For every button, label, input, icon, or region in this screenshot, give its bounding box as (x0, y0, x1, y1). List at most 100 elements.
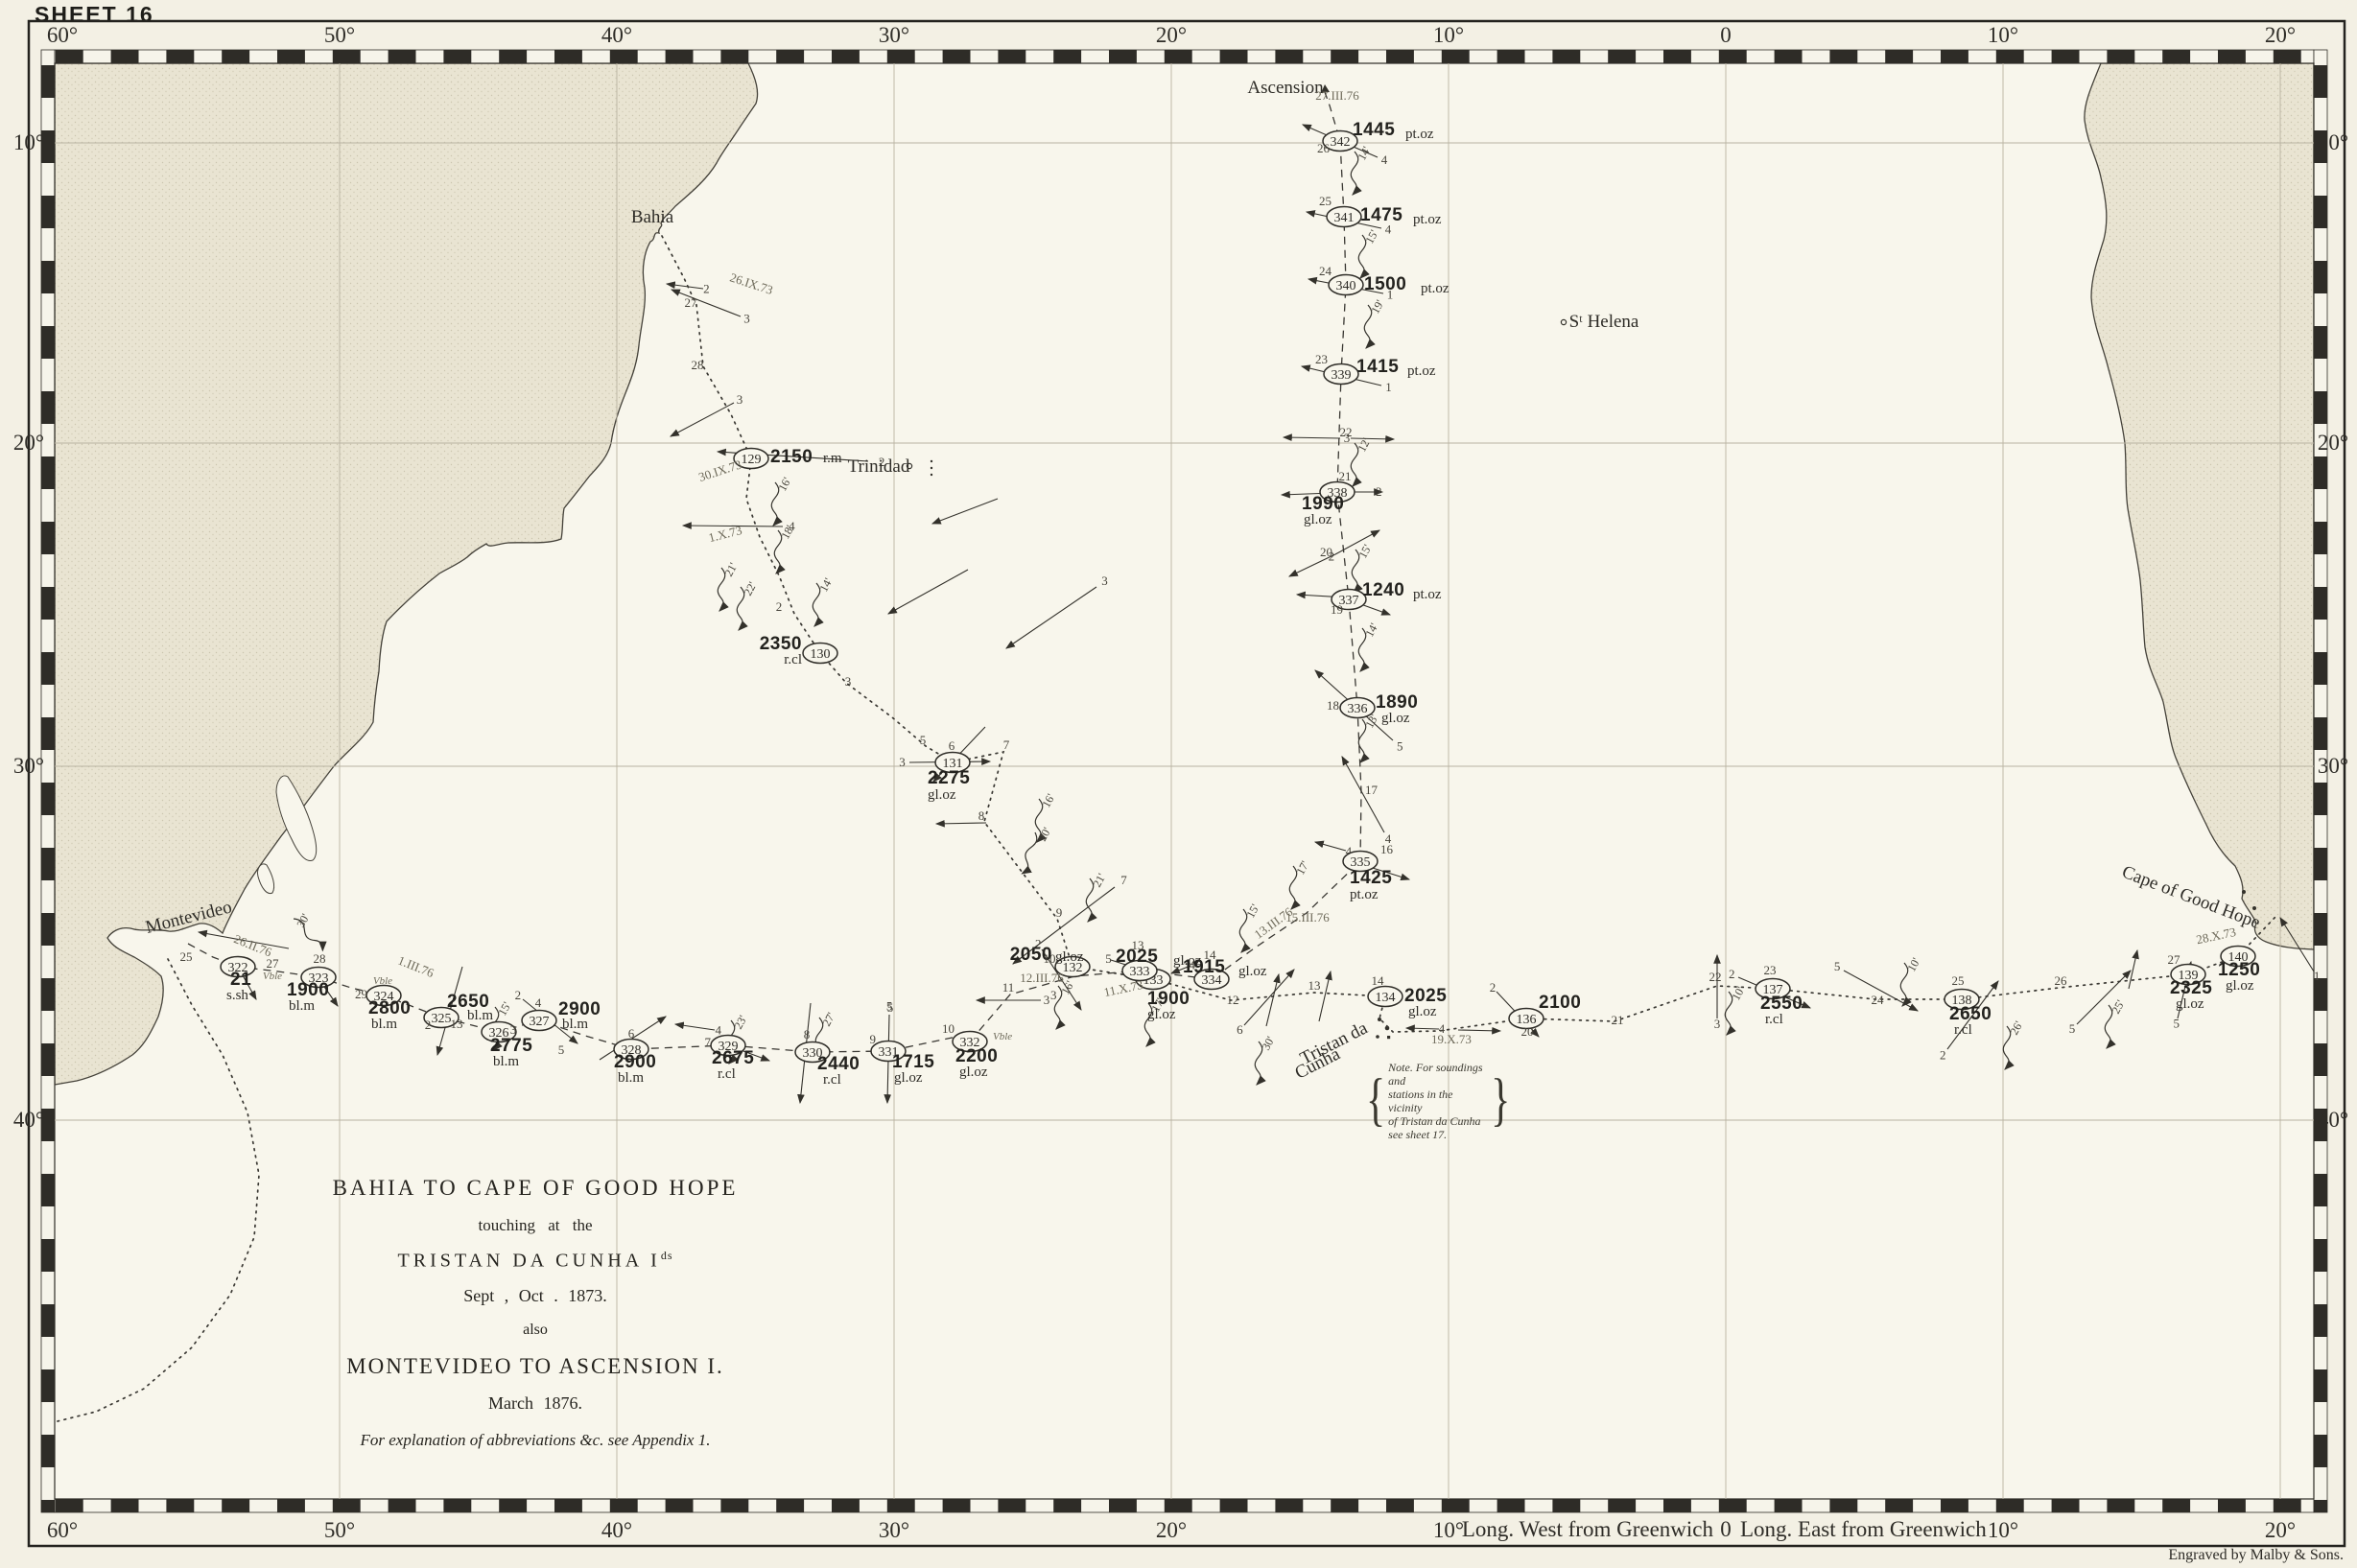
label-2025: 2025 (1116, 947, 1158, 967)
label-23: 23 (1315, 352, 1328, 366)
squiggle-label: 15' (1355, 542, 1374, 560)
current-arrow (1318, 970, 1332, 1022)
current-arrow (670, 289, 742, 317)
label-22: 22 (1709, 970, 1722, 984)
label-16: 16 (1380, 842, 1394, 856)
label-26: 26 (2055, 973, 2068, 988)
label-27: 27 (2168, 952, 2181, 967)
current-squiggle (1238, 908, 1251, 953)
label-1415: 1415 (1356, 357, 1399, 377)
station-circle-130 (802, 642, 838, 665)
station-number-137: 137 (1763, 983, 1783, 997)
label-2650: 2650 (1949, 1004, 1992, 1024)
sheet-number: SHEET 16 (35, 2, 154, 27)
label-1990: 1990 (1302, 494, 1344, 514)
squiggle-label: 27' (819, 1010, 837, 1028)
label-Bahia: Bahia (631, 207, 674, 227)
current-squiggle (1351, 549, 1363, 594)
latitude-label-left: 40° (13, 1108, 44, 1132)
abbreviations-note: For explanation of abbreviations &c. see… (360, 1430, 711, 1449)
label-27: 27 (685, 295, 698, 310)
tristan-islet-icon (1378, 1018, 1381, 1021)
label-gl.oz: gl.oz (1055, 949, 1084, 965)
label-bl.m: bl.m (289, 998, 315, 1014)
station-circle-328 (613, 1038, 649, 1061)
current-speed-label: 1 (1387, 287, 1394, 301)
lagoa-dos-patos (275, 775, 318, 861)
station-number-322: 322 (228, 961, 248, 975)
label-2: 2 (425, 1018, 432, 1032)
squiggle-label: 26' (2007, 1018, 2025, 1037)
station-number-326: 326 (489, 1026, 509, 1041)
current-speed-label: 3 (737, 392, 743, 407)
label-bl.m: bl.m (618, 1070, 644, 1086)
label-27: 27 (267, 956, 280, 971)
label-21: 21 (1339, 469, 1352, 483)
squiggle-label: 14' (816, 575, 835, 594)
current-speed-label: 3 (1344, 431, 1351, 445)
label-r.cl: r.cl (784, 652, 802, 667)
squiggle-label: 21' (1090, 871, 1108, 889)
label-7: 7 (1003, 737, 1010, 752)
station-circle-134 (1367, 985, 1403, 1008)
current-squiggle (2002, 1025, 2015, 1070)
current-speed-label: 2 (1035, 936, 1042, 950)
station-number-328: 328 (622, 1043, 642, 1058)
label-20: 20 (1320, 545, 1332, 559)
label-17: 17 (1365, 783, 1379, 797)
current-speed-label: 3 (1101, 573, 1108, 588)
current-speed-label: 2 (879, 455, 885, 469)
station-circle-329 (710, 1034, 746, 1057)
current-arrow (1005, 586, 1097, 649)
label-13: 13 (1308, 978, 1321, 993)
current-arrow (2279, 917, 2315, 972)
greenwich-label: 0 (1720, 1517, 1732, 1541)
longitude-label-bottom: 20° (2265, 1518, 2296, 1542)
squiggle-label: 10' (1904, 955, 1922, 973)
current-arrow (2076, 970, 2132, 1025)
station-circle-132 (1054, 955, 1091, 978)
current-arrow (1169, 965, 1191, 974)
current-speed-label: 2 (1940, 1047, 1946, 1062)
longitude-label-bottom: 10° (1988, 1518, 2018, 1542)
station-circle-137 (1755, 977, 1791, 1000)
note-text: Note. For soundings and stations in the v… (1385, 1061, 1491, 1141)
label-gl.oz: gl.oz (1147, 1007, 1176, 1022)
label-2650: 2650 (447, 992, 489, 1012)
label-r.cl: r.cl (1954, 1022, 1972, 1038)
label-r.cl: r.cl (823, 1072, 841, 1088)
label-19.X.73: 19.X.73 (1431, 1032, 1472, 1046)
current-speed-label: 4 (715, 1023, 721, 1038)
squiggle-label: 19' (1368, 297, 1386, 316)
label-3: 3 (845, 674, 852, 689)
label-2550: 2550 (1760, 994, 1803, 1014)
longitude-label-bottom: 40° (601, 1518, 632, 1542)
current-arrow (665, 281, 704, 290)
label-pt.oz: pt.oz (1413, 587, 1442, 602)
label-4: 4 (535, 995, 542, 1010)
station-number-332: 332 (960, 1036, 980, 1050)
current-speed-label: 3 (1044, 993, 1050, 1007)
current-speed-label: 3 (1714, 1017, 1721, 1031)
station-circle-330 (794, 1041, 831, 1064)
trinidad-islet-icon (906, 462, 913, 470)
label-9: 9 (870, 1032, 877, 1046)
label-28: 28 (314, 951, 326, 966)
station-circle-131 (934, 751, 971, 774)
title-date-1876: March 1876. (488, 1392, 582, 1413)
current-arrow (1288, 553, 1336, 577)
title-also: also (523, 1321, 548, 1338)
current-squiggle (1899, 962, 1912, 1007)
label-3: 3 (1050, 988, 1057, 1002)
current-squiggle (1724, 991, 1736, 1036)
squiggle-label: 15' (1362, 227, 1380, 246)
station-circle-334 (1193, 968, 1230, 991)
station-number-341: 341 (1334, 211, 1355, 225)
label-5: 5 (887, 1000, 894, 1015)
station-number-339: 339 (1332, 368, 1352, 383)
current-squiggle (736, 586, 748, 631)
ship-track-2 (187, 91, 1362, 1053)
label-2050: 2050 (1010, 945, 1052, 965)
